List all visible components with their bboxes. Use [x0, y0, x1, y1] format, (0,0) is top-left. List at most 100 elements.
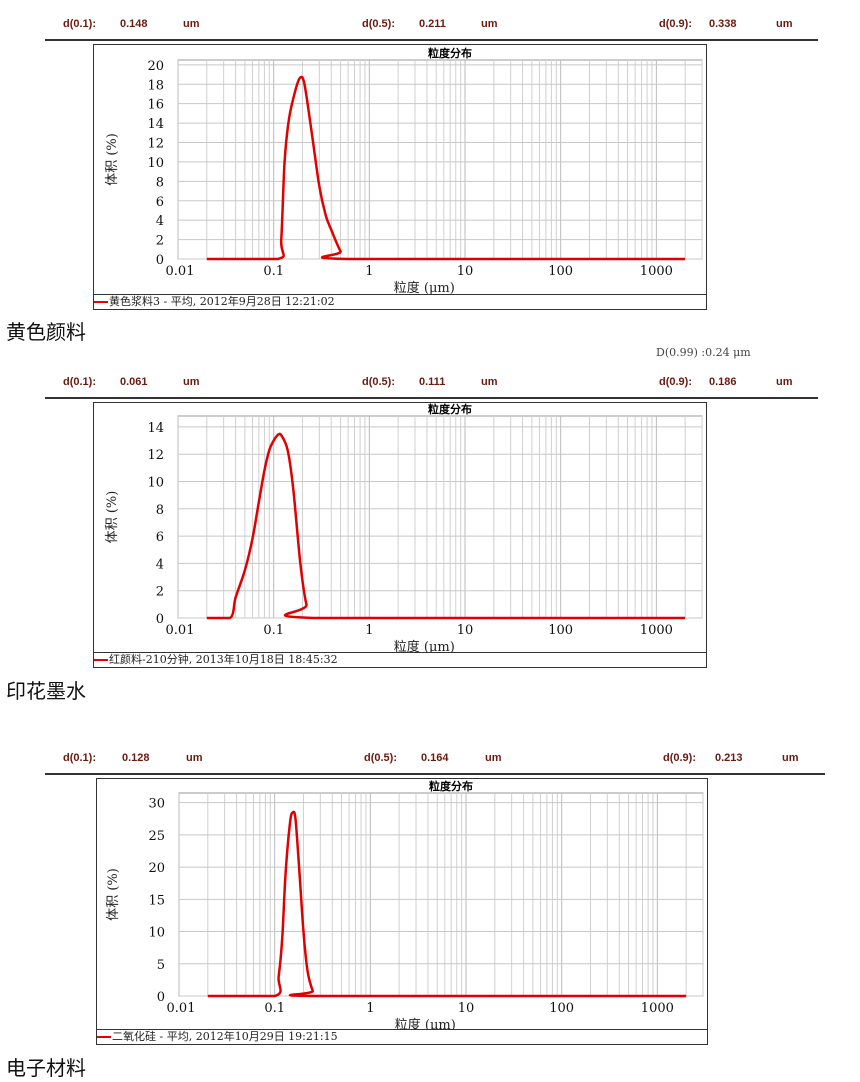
legend-swatch	[94, 659, 108, 661]
divider	[45, 773, 825, 775]
legend-swatch	[97, 1036, 111, 1038]
y-tick-label: 14	[147, 421, 164, 436]
x-tick-label: 1000	[640, 623, 673, 638]
y-tick-label: 10	[147, 156, 164, 171]
d90-label: d(0.9):	[663, 752, 696, 764]
x-tick-label: 0.01	[166, 623, 195, 638]
x-axis-label: 粒度 (μm)	[394, 280, 455, 295]
y-tick-label: 16	[147, 98, 164, 113]
x-tick-label: 0.01	[166, 264, 195, 279]
caption-2: 印花墨水	[6, 679, 86, 703]
x-tick-label: 0.1	[264, 1001, 285, 1016]
y-axis-label: 体积 (%)	[105, 491, 120, 544]
d99-note: D(0.99) :0.24 μm	[656, 346, 751, 359]
chart-title: 粒度分布	[428, 403, 472, 416]
series-line	[206, 75, 686, 261]
d50-label: d(0.5):	[362, 18, 395, 30]
d50-unit: um	[481, 376, 498, 388]
x-tick-label: 10	[457, 623, 474, 638]
chart-title: 粒度分布	[428, 46, 472, 60]
x-tick-label: 0.1	[263, 623, 284, 638]
d10-unit: um	[183, 376, 200, 388]
d90-label: d(0.9):	[659, 376, 692, 388]
y-tick-label: 8	[156, 175, 164, 190]
d50-unit: um	[481, 18, 498, 30]
d10-value: 0.128	[122, 752, 150, 764]
x-tick-label: 0.01	[167, 1001, 196, 1016]
d50-unit: um	[485, 752, 502, 764]
series-line	[206, 432, 686, 620]
legend-label: 二氧化硅 - 平均, 2012年10月29日 19:21:15	[112, 1030, 338, 1043]
x-tick-label: 100	[548, 623, 573, 638]
x-tick-label: 1000	[640, 264, 673, 279]
d10-value: 0.061	[120, 376, 148, 388]
d90-unit: um	[776, 18, 793, 30]
x-tick-label: 1	[366, 1001, 374, 1016]
d50-label: d(0.5):	[364, 752, 397, 764]
d10-label: d(0.1):	[63, 18, 96, 30]
d90-value: 0.213	[715, 752, 743, 764]
d50-value: 0.164	[421, 752, 449, 764]
y-tick-label: 4	[156, 557, 164, 572]
x-tick-label: 1000	[641, 1001, 674, 1016]
x-tick-label: 10	[458, 1001, 475, 1016]
y-tick-label: 8	[156, 503, 164, 518]
y-tick-label: 14	[147, 117, 164, 132]
d90-unit: um	[782, 752, 799, 764]
y-tick-label: 2	[156, 585, 164, 600]
d10-unit: um	[186, 752, 203, 764]
chart-title: 粒度分布	[429, 779, 473, 793]
y-tick-label: 5	[157, 958, 165, 973]
y-axis-label: 体积 (%)	[105, 133, 120, 186]
y-tick-label: 18	[147, 78, 164, 93]
y-tick-label: 20	[147, 59, 164, 74]
y-tick-label: 12	[147, 448, 164, 463]
chart-svg-1: 粒度分布 0 2 4 6 8 10 12 14 16 18 20 0.01 0.1 1 10 100 1000 粒度…	[105, 46, 703, 295]
chart-svg-3: 粒度分布 0 5 10 15 20 25 30 0.01 0.1 1 10 100 1000 粒度 (μm)…	[106, 779, 704, 1029]
series-line	[207, 810, 687, 998]
d50-value: 0.111	[419, 376, 446, 388]
legend: 黄色浆料3 - 平均, 2012年9月28日 12:21:02	[94, 294, 706, 309]
divider	[45, 397, 818, 399]
chart-svg-2: 粒度分布 0 2 4 6 8 10 12 14 0.01 0.1 1 10 100 1000 粒度 (μm) 体…	[105, 403, 703, 653]
stats-row-3: d(0.1): 0.128 um d(0.5): 0.164 um d(0.9)…	[0, 752, 860, 768]
y-tick-label: 4	[156, 214, 164, 229]
plot-area	[177, 59, 703, 260]
legend: 二氧化硅 - 平均, 2012年10月29日 19:21:15	[97, 1029, 707, 1044]
y-tick-label: 10	[147, 476, 164, 491]
d50-label: d(0.5):	[362, 376, 395, 388]
x-axis-label: 粒度 (μm)	[395, 1017, 456, 1029]
legend-label: 黄色浆料3 - 平均, 2012年9月28日 12:21:02	[109, 295, 335, 308]
d10-label: d(0.1):	[63, 376, 96, 388]
x-tick-label: 100	[549, 1001, 574, 1016]
x-tick-label: 100	[548, 264, 573, 279]
legend-label: 红颜料-210分钟, 2013年10月18日 18:45:32	[109, 653, 338, 666]
y-tick-label: 15	[148, 893, 165, 908]
divider	[45, 39, 818, 41]
plot-area	[178, 792, 704, 997]
y-tick-label: 0	[157, 990, 165, 1005]
x-tick-label: 10	[457, 264, 474, 279]
y-axis-label: 体积 (%)	[106, 868, 121, 921]
x-axis-label: 粒度 (μm)	[394, 639, 455, 653]
chart-panel-1: 粒度分布 0 2 4 6 8 10 12 14 16 18 20 0.01 0.1 1 10 100 1000 粒度…	[93, 44, 707, 310]
chart-panel-3: 粒度分布 0 5 10 15 20 25 30 0.01 0.1 1 10 100 1000 粒度 (μm)…	[96, 778, 708, 1045]
chart-panel-2: 粒度分布 0 2 4 6 8 10 12 14 0.01 0.1 1 10 100 1000 粒度 (μm) 体…	[93, 402, 707, 668]
y-tick-label: 0	[156, 612, 164, 627]
d90-unit: um	[776, 376, 793, 388]
d90-label: d(0.9):	[659, 18, 692, 30]
d10-unit: um	[183, 18, 200, 30]
y-tick-label: 30	[148, 797, 165, 812]
y-tick-label: 2	[156, 234, 164, 249]
d10-label: d(0.1):	[63, 752, 96, 764]
d90-value: 0.338	[709, 18, 737, 30]
legend: 红颜料-210分钟, 2013年10月18日 18:45:32	[94, 652, 706, 667]
d10-value: 0.148	[120, 18, 148, 30]
d50-value: 0.211	[419, 18, 446, 30]
x-tick-label: 0.1	[263, 264, 284, 279]
y-tick-label: 20	[148, 861, 165, 876]
stats-row-1: d(0.1): 0.148 um d(0.5): 0.211 um d(0.9)…	[0, 18, 860, 34]
x-tick-label: 1	[365, 264, 373, 279]
y-tick-label: 10	[148, 926, 165, 941]
x-tick-label: 1	[365, 623, 373, 638]
